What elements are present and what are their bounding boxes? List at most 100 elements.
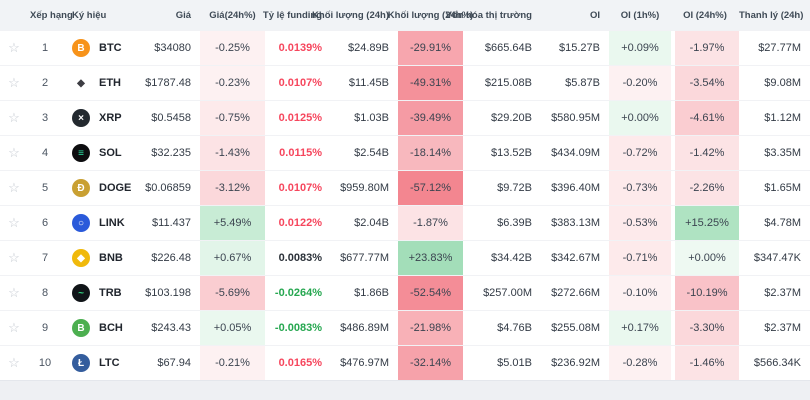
price-24h-cell: -0.21%	[200, 346, 265, 380]
header-volume-24h[interactable]: Khối lượng (24h)	[312, 9, 389, 21]
price-cell: $103.198	[145, 287, 191, 299]
eth-icon: ◆	[72, 74, 90, 92]
header-price[interactable]: Giá	[175, 9, 191, 21]
volume-24h-cell: $24.89B	[348, 42, 389, 54]
favorite-star-icon[interactable]: ☆	[8, 250, 20, 265]
rank-value: 1	[41, 42, 49, 54]
rank-value: 9	[41, 322, 49, 334]
favorite-star-icon[interactable]: ☆	[8, 320, 20, 335]
symbol-label: ETH	[99, 77, 121, 89]
oi-24h-cell: -2.26%	[671, 171, 739, 205]
oi-cell: $272.66M	[551, 287, 600, 299]
favorite-star-icon[interactable]: ☆	[8, 145, 20, 160]
symbol-cell: ~ TRB	[62, 276, 134, 310]
favorite-star-icon[interactable]: ☆	[8, 215, 20, 230]
header-price-24h[interactable]: Giá(24h%)	[209, 9, 256, 21]
symbol-label: LTC	[99, 357, 120, 369]
price-cell: $226.48	[151, 252, 191, 264]
favorite-star-icon[interactable]: ☆	[8, 285, 20, 300]
price-24h-cell: +0.67%	[200, 241, 265, 275]
table-row[interactable]: ☆ 4 ≡ SOL $32.235 -1.43% 0.0115% $2.54B …	[0, 135, 810, 170]
oi-cell: $396.40M	[551, 182, 600, 194]
liquidation-cell: $27.77M	[758, 42, 801, 54]
volume-24h-pct-cell: -57.12%	[398, 171, 463, 205]
liquidation-cell: $347.47K	[753, 252, 801, 264]
oi-24h-cell: -3.54%	[671, 66, 739, 100]
table-row[interactable]: ☆ 8 ~ TRB $103.198 -5.69% -0.0264% $1.86…	[0, 275, 810, 310]
liquidation-cell: $1.65M	[764, 182, 801, 194]
market-cap-cell: $34.42B	[491, 252, 532, 264]
liquidation-cell: $9.08M	[764, 77, 801, 89]
price-cell: $1787.48	[145, 77, 191, 89]
rank-value: 10	[38, 357, 52, 369]
header-symbol[interactable]: Ký hiệu	[72, 9, 107, 21]
table-row[interactable]: ☆ 3 × XRP $0.5458 -0.75% 0.0125% $1.03B …	[0, 100, 810, 135]
funding-rate-cell: 0.0107%	[278, 182, 322, 194]
favorite-star-icon[interactable]: ☆	[8, 40, 20, 55]
oi-1h-cell: +0.00%	[609, 101, 671, 135]
table-row[interactable]: ☆ 6 ○ LINK $11.437 +5.49% 0.0122% $2.04B…	[0, 205, 810, 240]
price-24h-cell: -5.69%	[200, 276, 265, 310]
table-body: ☆ 1 B BTC $34080 -0.25% 0.0139% $24.89B …	[0, 30, 810, 380]
symbol-cell: B BTC	[62, 31, 134, 65]
volume-24h-cell: $486.89M	[340, 322, 389, 334]
oi-1h-cell: -0.53%	[609, 206, 671, 240]
doge-icon: Ð	[72, 179, 90, 197]
header-market-cap[interactable]: Vốn hóa thị trường	[445, 9, 532, 21]
volume-24h-pct-cell: -32.14%	[398, 346, 463, 380]
header-funding-rate[interactable]: Tỷ lệ funding	[262, 9, 322, 21]
header-liquidation-24h[interactable]: Thanh lý (24h)	[739, 9, 804, 21]
symbol-label: BCH	[99, 322, 123, 334]
liquidation-cell: $2.37M	[764, 322, 801, 334]
header-rank[interactable]: Xếp hạng	[30, 9, 73, 21]
rank-value: 8	[41, 287, 49, 299]
table-row[interactable]: ☆ 5 Ð DOGE $0.06859 -3.12% 0.0107% $959.…	[0, 170, 810, 205]
header-oi-1h[interactable]: OI (1h%)	[620, 9, 660, 21]
price-cell: $0.06859	[145, 182, 191, 194]
table-row[interactable]: ☆ 10 Ł LTC $67.94 -0.21% 0.0165% $476.97…	[0, 345, 810, 380]
funding-rate-cell: 0.0165%	[278, 357, 322, 369]
favorite-star-icon[interactable]: ☆	[8, 355, 20, 370]
oi-1h-cell: +0.17%	[609, 311, 671, 345]
oi-cell: $580.95M	[551, 112, 600, 124]
price-24h-cell: -0.23%	[200, 66, 265, 100]
table-row[interactable]: ☆ 7 ◆ BNB $226.48 +0.67% 0.0083% $677.77…	[0, 240, 810, 275]
market-cap-cell: $5.01B	[497, 357, 532, 369]
price-cell: $34080	[154, 42, 191, 54]
favorite-star-icon[interactable]: ☆	[8, 75, 20, 90]
favorite-star-icon[interactable]: ☆	[8, 180, 20, 195]
oi-1h-cell: -0.20%	[609, 66, 671, 100]
header-volume-24h-pct[interactable]: Khối lượng (24h%)	[387, 9, 474, 21]
market-cap-cell: $9.72B	[497, 182, 532, 194]
bch-icon: B	[72, 319, 90, 337]
symbol-cell: Ł LTC	[62, 346, 134, 380]
funding-rate-cell: 0.0125%	[278, 112, 322, 124]
table-row[interactable]: ☆ 2 ◆ ETH $1787.48 -0.23% 0.0107% $11.45…	[0, 65, 810, 100]
header-favorite	[0, 0, 28, 30]
volume-24h-pct-cell: -18.14%	[398, 136, 463, 170]
symbol-cell: ◆ ETH	[62, 66, 134, 100]
table-row[interactable]: ☆ 1 B BTC $34080 -0.25% 0.0139% $24.89B …	[0, 30, 810, 65]
favorite-star-icon[interactable]: ☆	[8, 110, 20, 125]
oi-24h-cell: -1.42%	[671, 136, 739, 170]
header-oi-24h[interactable]: OI (24h%)	[683, 9, 727, 21]
link-icon: ○	[72, 214, 90, 232]
volume-24h-cell: $677.77M	[340, 252, 389, 264]
volume-24h-pct-cell: -21.98%	[398, 311, 463, 345]
bottom-scroll-area[interactable]	[0, 380, 810, 400]
symbol-label: LINK	[99, 217, 125, 229]
price-cell: $11.437	[152, 217, 191, 229]
oi-24h-cell: -10.19%	[671, 276, 739, 310]
symbol-label: SOL	[99, 147, 122, 159]
symbol-cell: ≡ SOL	[62, 136, 134, 170]
oi-24h-cell: +15.25%	[671, 206, 739, 240]
volume-24h-pct-cell: -49.31%	[398, 66, 463, 100]
symbol-cell: ◆ BNB	[62, 241, 134, 275]
table-row[interactable]: ☆ 9 B BCH $243.43 +0.05% -0.0083% $486.8…	[0, 310, 810, 345]
price-24h-cell: +5.49%	[200, 206, 265, 240]
trb-icon: ~	[72, 284, 90, 302]
header-oi[interactable]: OI	[589, 9, 600, 21]
rank-value: 6	[41, 217, 49, 229]
btc-icon: B	[72, 39, 90, 57]
oi-24h-cell: -4.61%	[671, 101, 739, 135]
